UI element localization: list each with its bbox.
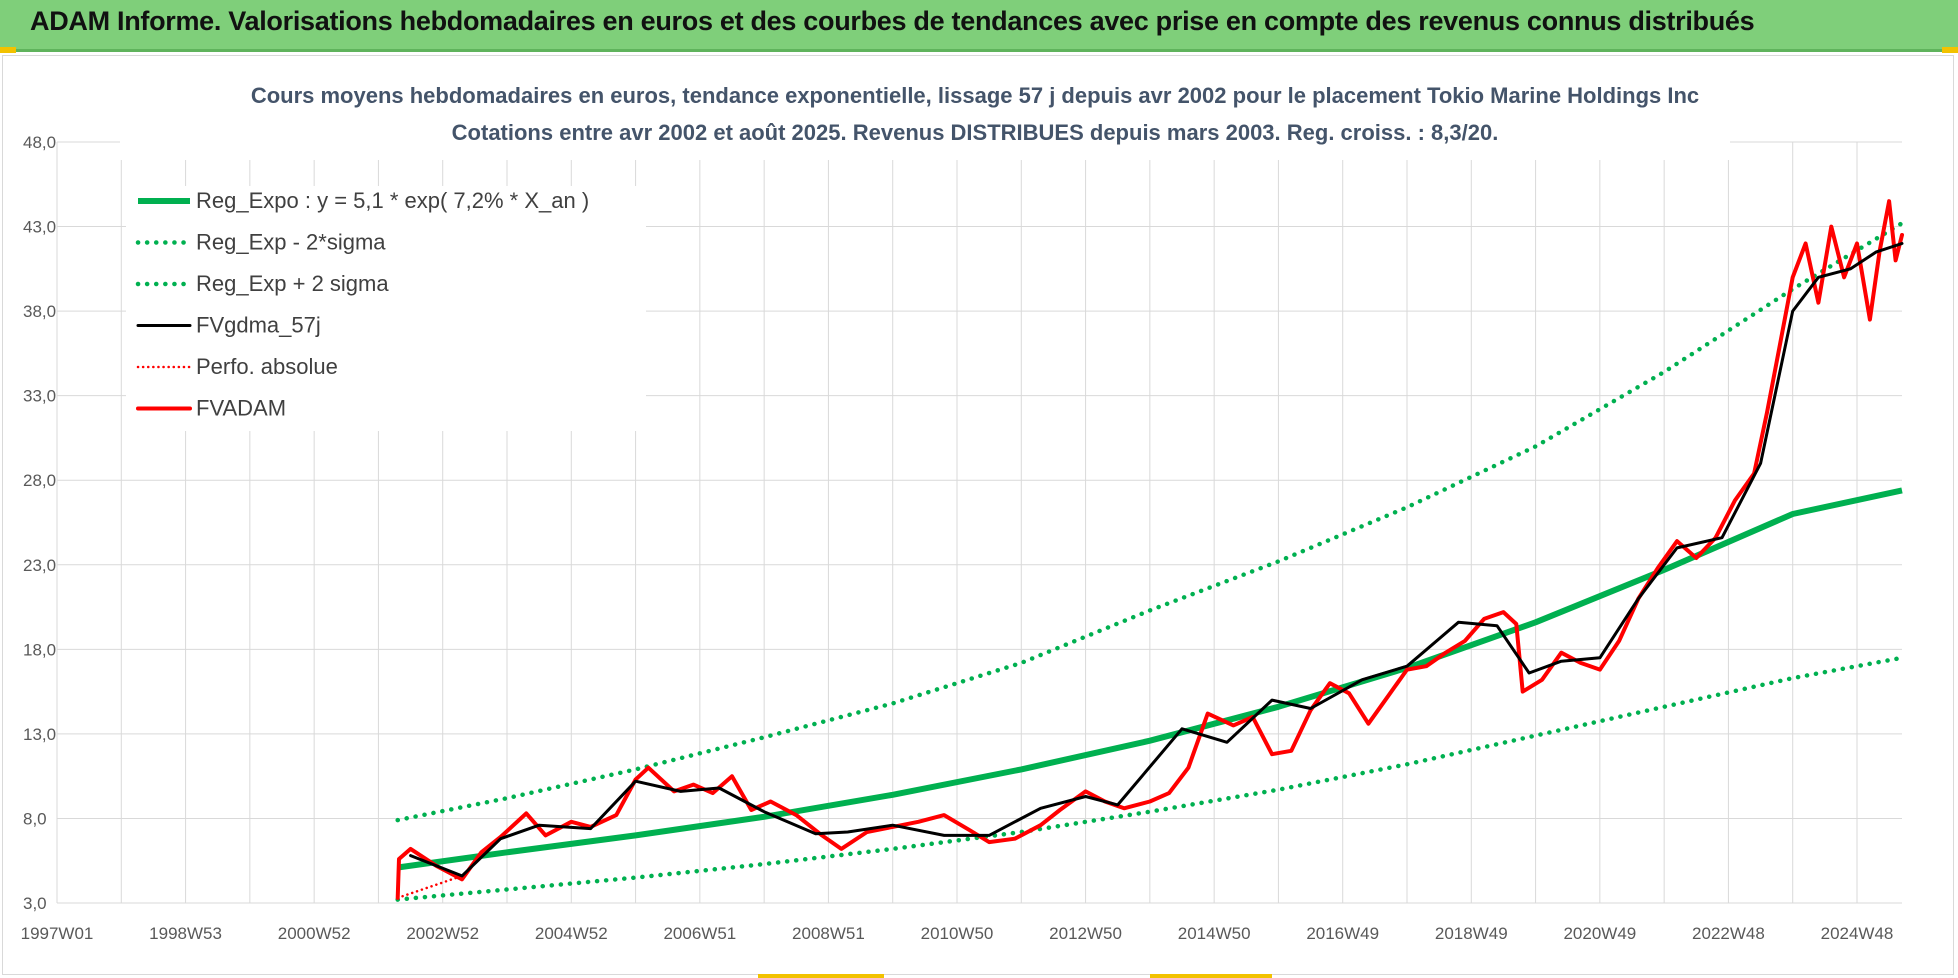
x-tick-label: 2016W49	[1306, 924, 1379, 943]
axis-labels: 3,0 8,0 13,0 18,0 23,0 28,0 33,0 38,0 43,0 48,0 19…	[21, 133, 1894, 943]
legend-label: FVgdma_57j	[196, 313, 321, 338]
legend-label: Reg_Expo : y = 5,1 * exp( 7,2% * X_an )	[196, 188, 589, 213]
x-tick-label: 2012W50	[1049, 924, 1122, 943]
corner-marker-left	[0, 47, 16, 53]
x-tick-label: 2010W50	[921, 924, 994, 943]
x-tick-label: 2006W51	[663, 924, 736, 943]
legend-label: Reg_Exp + 2 sigma	[196, 271, 389, 296]
x-tick-label: 2020W49	[1563, 924, 1636, 943]
y-tick-label: 48,0	[23, 133, 56, 152]
bottom-marker-right	[1150, 974, 1272, 978]
series-line-3	[409, 242, 1904, 878]
chart-title-line-1: Cours moyens hebdomadaires en euros, ten…	[251, 83, 1699, 108]
x-tick-label: 2022W48	[1692, 924, 1765, 943]
x-tick-label: 1997W01	[21, 924, 94, 943]
corner-marker-right	[1942, 47, 1958, 53]
grid-layer	[56, 141, 1902, 904]
series-line-0	[397, 487, 1903, 871]
x-tick-label: 2002W52	[406, 924, 479, 943]
y-tick-label: 3,0	[23, 894, 47, 913]
legend-label: FVADAM	[196, 396, 286, 421]
bottom-marker-center	[758, 974, 884, 978]
y-tick-label: 43,0	[23, 218, 56, 237]
title-background	[120, 78, 1730, 160]
x-tick-label: 2000W52	[278, 924, 351, 943]
x-tick-label: 2024W48	[1821, 924, 1894, 943]
series-line-2	[395, 220, 1905, 823]
x-tick-label: 2014W50	[1178, 924, 1251, 943]
legend: Reg_Expo : y = 5,1 * exp( 7,2% * X_an ) R…	[135, 188, 589, 421]
y-tick-label: 33,0	[23, 387, 56, 406]
header-bar: ADAM Informe. Valorisations hebdomadaire…	[0, 0, 1958, 52]
y-tick-label: 13,0	[23, 725, 56, 744]
x-tick-label: 1998W53	[149, 924, 222, 943]
y-tick-label: 38,0	[23, 302, 56, 321]
y-tick-label: 28,0	[23, 471, 56, 490]
y-tick-label: 8,0	[23, 809, 47, 828]
legend-label: Perfo. absolue	[196, 354, 338, 379]
y-tick-label: 18,0	[23, 640, 56, 659]
legend-label: Reg_Exp - 2*sigma	[196, 230, 386, 255]
chart-frame	[2, 55, 1954, 975]
series-layer	[395, 199, 1905, 902]
y-tick-label: 23,0	[23, 556, 56, 575]
chart-title-line-2: Cotations entre avr 2002 et août 2025. R…	[452, 120, 1499, 145]
x-tick-label: 2008W51	[792, 924, 865, 943]
legend-background	[126, 186, 646, 431]
x-tick-label: 2018W49	[1435, 924, 1508, 943]
x-tick-label: 2004W52	[535, 924, 608, 943]
page-title: ADAM Informe. Valorisations hebdomadaire…	[30, 6, 1755, 36]
series-line-1	[395, 655, 1905, 902]
